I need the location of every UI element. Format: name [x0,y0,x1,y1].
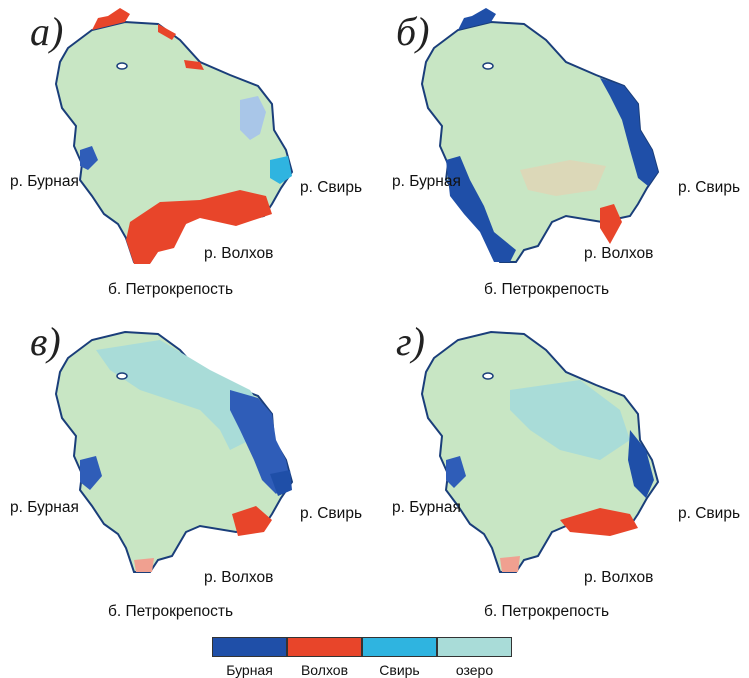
label-petrokrepost: б. Петрокрепость [484,281,610,298]
map-v [55,331,293,573]
panel-letter: в) [30,319,61,364]
panel-a: а) р. Бурная р. Свирь р. Волхов б. Петро… [0,0,370,310]
legend [212,637,512,657]
legend-swatch-lake [437,637,512,657]
panel-letter: г) [396,319,425,364]
legend-swatch-burnaya [212,637,287,657]
legend-label-volkhov: Волхов [300,662,349,678]
label-svir: р. Свирь [678,505,741,522]
label-svir: р. Свирь [300,179,363,196]
legend-labels: Бурная Волхов Свирь озеро [212,662,512,678]
legend-label-svir: Свирь [379,662,420,678]
label-burnaya: р. Бурная [392,173,461,190]
map-b [421,8,659,263]
legend-label-burnaya: Бурная [226,662,273,678]
label-svir: р. Свирь [300,505,363,522]
label-petrokrepost: б. Петрокрепость [108,281,234,298]
map-a [55,8,293,264]
label-volkhov: р. Волхов [584,569,654,586]
label-volkhov: р. Волхов [204,569,274,586]
panel-letter: б) [396,9,430,54]
label-volkhov: р. Волхов [584,245,654,262]
label-burnaya: р. Бурная [10,173,79,190]
label-burnaya: р. Бурная [10,499,79,516]
map-g [421,331,659,573]
legend-swatch-volkhov [287,637,362,657]
label-volkhov: р. Волхов [204,245,274,262]
panel-v: в) р. Бурная р. Свирь р. Волхов б. Петро… [0,310,370,620]
label-svir: р. Свирь [678,179,741,196]
legend-label-lake: озеро [455,662,494,678]
label-burnaya: р. Бурная [392,499,461,516]
panel-g: г) р. Бурная р. Свирь р. Волхов б. Петро… [360,310,740,620]
label-petrokrepost: б. Петрокрепость [484,603,610,620]
label-petrokrepost: б. Петрокрепость [108,603,234,620]
legend-swatch-svir [362,637,437,657]
panel-b: б) р. Бурная р. Свирь р. Волхов б. Петро… [360,0,740,310]
panel-letter: а) [30,9,64,54]
